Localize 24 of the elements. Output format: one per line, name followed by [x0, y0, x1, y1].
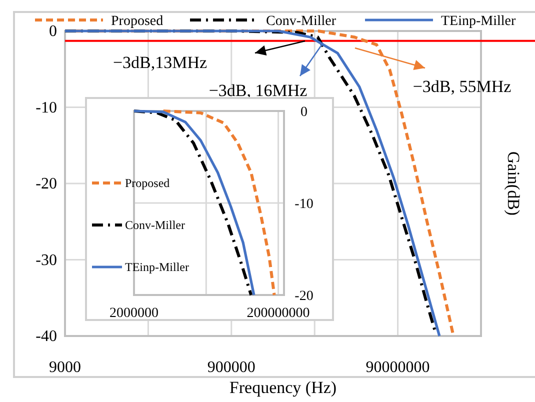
y-tick-label: -20: [36, 176, 57, 192]
y-tick-label: -30: [36, 252, 57, 269]
annotation: −3dB, 16MHz: [208, 81, 308, 100]
x-axis-title: Frequency (Hz): [229, 378, 337, 397]
x-tick-label: 200000000: [246, 306, 310, 321]
x-tick-label: 9000: [49, 359, 81, 376]
y-tick-label: -20: [294, 289, 314, 304]
legend-label: TEinp-Miller: [125, 260, 189, 274]
y-tick-label: -10: [36, 99, 57, 116]
legend-label: Conv-Miller: [266, 14, 336, 29]
x-tick-label: 90000000: [366, 359, 430, 376]
legend-label: Proposed: [125, 176, 170, 190]
annotation: −3dB,13MHz: [112, 53, 208, 72]
x-tick-label: 2000000: [110, 306, 158, 321]
x-tick-label: 900000: [207, 359, 256, 376]
legend-label: Proposed: [111, 14, 164, 29]
y-tick-label: -40: [36, 328, 57, 345]
annotation: −3dB, 55MHz: [412, 77, 512, 96]
y-tick-label: 0: [300, 105, 308, 120]
y-tick-label: 0: [49, 23, 57, 40]
y-tick-label: -10: [294, 197, 314, 212]
legend-label: Conv-Miller: [125, 218, 185, 232]
y-axis-title: Gain(dB): [504, 151, 523, 216]
legend-label: TEinp-Miller: [441, 14, 516, 29]
